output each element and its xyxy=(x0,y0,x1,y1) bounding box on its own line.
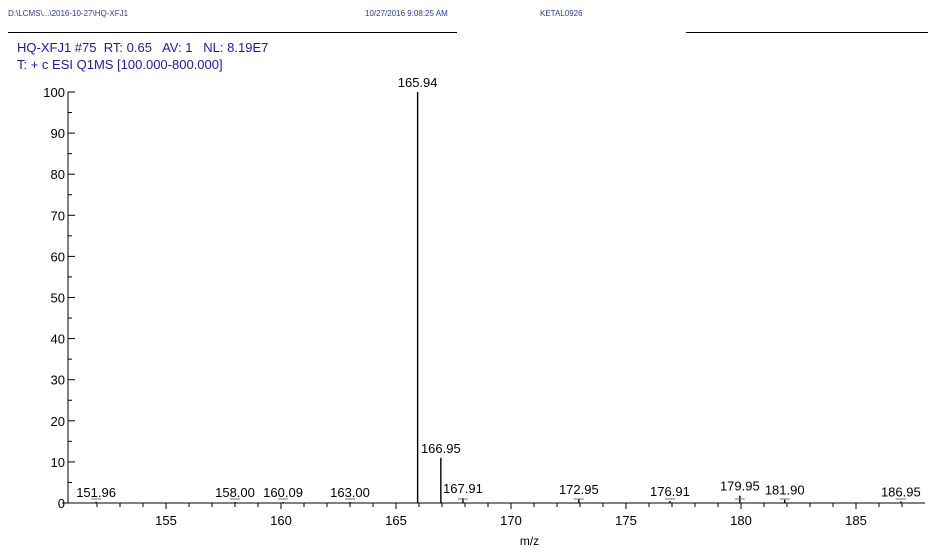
peak-label: 163.00 xyxy=(330,485,370,500)
header-rule-right xyxy=(686,32,928,33)
scan-filter: T: + c ESI Q1MS [100.000-800.000] xyxy=(17,57,223,72)
y-tick-label: 60 xyxy=(51,249,65,264)
peak-label: 160.09 xyxy=(263,485,303,500)
peak-label: 186.95 xyxy=(881,484,921,499)
nl-label: NL: xyxy=(203,40,224,55)
sample-name: KETAL0926 xyxy=(540,9,583,18)
rt-label: RT: xyxy=(103,40,123,55)
peak-label: 167.91 xyxy=(443,481,483,496)
x-tick-label: 185 xyxy=(845,513,867,528)
av-value: 1 xyxy=(185,40,193,55)
peak-label: 179.95 xyxy=(720,479,760,494)
scan-header: HQ-XFJ1 #75 RT: 0.65 AV: 1 NL: 8.19E7 xyxy=(17,40,268,55)
y-tick-label: 50 xyxy=(51,291,65,306)
y-tick-label: 90 xyxy=(51,126,65,141)
y-tick-label: 70 xyxy=(51,208,65,223)
peak-label: 181.90 xyxy=(765,483,805,498)
x-tick-label: 180 xyxy=(730,513,752,528)
file-path: D:\LCMS\...\2016-10-27\HQ-XFJ1 xyxy=(8,9,129,18)
scan-name: HQ-XFJ1 xyxy=(17,40,72,55)
y-tick-label: 30 xyxy=(51,373,65,388)
peak-label: 166.95 xyxy=(421,441,461,456)
scan-number: #75 xyxy=(74,40,97,55)
x-tick-label: 175 xyxy=(615,513,637,528)
peak-label: 165.94 xyxy=(398,75,438,90)
y-tick-label: 20 xyxy=(51,414,65,429)
rt-value: 0.65 xyxy=(126,40,152,55)
av-label: AV: xyxy=(162,40,182,55)
y-tick-label: 80 xyxy=(51,167,65,182)
y-tick-label: 40 xyxy=(51,332,65,347)
peak-label: 151.96 xyxy=(76,485,116,500)
x-tick-label: 165 xyxy=(385,513,407,528)
acquisition-datetime: 10/27/2016 9:08:25 AM xyxy=(365,9,448,18)
x-tick-label: 155 xyxy=(155,513,177,528)
peak-label: 172.95 xyxy=(559,482,599,497)
header-rule-left xyxy=(8,32,457,33)
x-axis-title: m/z xyxy=(520,534,539,548)
peak-label: 176.91 xyxy=(650,484,690,499)
y-tick-label: 0 xyxy=(58,496,65,511)
peak-label: 158.00 xyxy=(215,485,255,500)
nl-value: 8.19E7 xyxy=(227,40,269,55)
y-tick-label: 10 xyxy=(51,455,65,470)
x-tick-label: 160 xyxy=(270,513,292,528)
y-tick-label: 100 xyxy=(43,85,65,100)
x-tick-label: 170 xyxy=(500,513,522,528)
